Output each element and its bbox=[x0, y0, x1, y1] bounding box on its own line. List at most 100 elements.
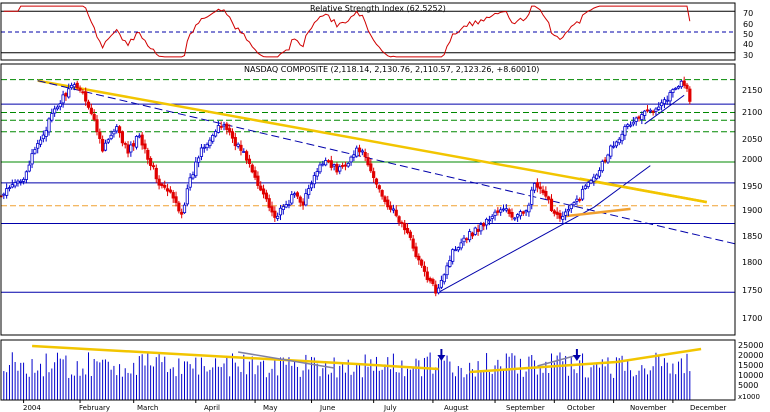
x-axis-label: October bbox=[567, 404, 595, 412]
x-axis-label: March bbox=[137, 404, 158, 412]
candle-body bbox=[597, 170, 602, 177]
candle-body bbox=[431, 279, 435, 284]
candle-body bbox=[47, 118, 51, 133]
candle-body bbox=[417, 255, 421, 261]
candle-body bbox=[428, 277, 432, 282]
x-axis-label: November bbox=[630, 404, 667, 412]
candle-body bbox=[473, 227, 477, 235]
candle-body bbox=[679, 80, 683, 88]
candle-body bbox=[228, 128, 232, 133]
candle-body bbox=[513, 217, 517, 220]
candle-body bbox=[538, 186, 542, 190]
candle-body bbox=[177, 202, 181, 212]
candle-body bbox=[98, 131, 102, 139]
candle-body bbox=[16, 180, 20, 184]
candle-body bbox=[86, 101, 91, 108]
candle-body bbox=[544, 191, 548, 197]
candle-body bbox=[569, 204, 573, 210]
candle-body bbox=[312, 175, 316, 185]
price-tick-label: 1850 bbox=[742, 232, 762, 241]
candle-body bbox=[10, 184, 14, 188]
candle-body bbox=[222, 124, 226, 127]
price-tick-label: 2100 bbox=[742, 108, 762, 117]
candle-body bbox=[143, 143, 147, 150]
candle-body bbox=[146, 149, 150, 160]
candle-body bbox=[445, 265, 449, 276]
candle-body bbox=[484, 218, 489, 226]
candle-body bbox=[456, 247, 460, 251]
candle-body bbox=[89, 107, 93, 114]
candle-body bbox=[422, 265, 427, 272]
candle-body bbox=[13, 182, 17, 187]
candle-body bbox=[631, 121, 635, 125]
candle-body bbox=[188, 177, 192, 188]
candle-body bbox=[617, 138, 621, 144]
rsi-title: Relative Strength Index (62.5252) bbox=[310, 4, 446, 13]
candle-body bbox=[589, 180, 593, 184]
candle-body bbox=[425, 271, 429, 280]
candle-body bbox=[434, 284, 438, 294]
candle-body bbox=[191, 174, 195, 179]
candle-body bbox=[233, 137, 237, 147]
candle-body bbox=[182, 204, 187, 214]
candle-body bbox=[132, 143, 136, 147]
candle-body bbox=[405, 228, 410, 234]
candle-body bbox=[245, 151, 249, 161]
candle-body bbox=[490, 215, 494, 219]
rsi-tick-label: 60 bbox=[743, 20, 753, 29]
candle-body bbox=[287, 204, 291, 206]
candle-body bbox=[69, 84, 74, 89]
candle-body bbox=[685, 84, 689, 89]
candle-body bbox=[541, 189, 545, 194]
candle-body bbox=[115, 126, 119, 132]
candle-body bbox=[259, 185, 263, 191]
candle-body bbox=[117, 126, 122, 134]
candle-body bbox=[301, 201, 305, 206]
candle-body bbox=[168, 189, 172, 193]
candle-body bbox=[67, 88, 71, 98]
candle-body bbox=[199, 147, 204, 157]
candle-body bbox=[197, 157, 201, 163]
candle-body bbox=[555, 211, 559, 215]
candle-body bbox=[465, 238, 469, 241]
x-axis-label: December bbox=[690, 404, 726, 412]
volume-trendline bbox=[237, 351, 335, 369]
candle-body bbox=[174, 196, 178, 203]
candle-body bbox=[349, 156, 353, 163]
candle-body bbox=[230, 131, 235, 139]
candle-body bbox=[366, 157, 370, 166]
x-axis-label: February bbox=[79, 404, 110, 412]
candle-body bbox=[369, 163, 373, 172]
rsi-panel: Relative Strength Index (62.5252) 70 60 … bbox=[0, 2, 753, 61]
candle-body bbox=[657, 106, 661, 110]
candle-body bbox=[578, 199, 582, 201]
candle-body bbox=[448, 260, 452, 267]
candle-body bbox=[202, 146, 206, 149]
candle-body bbox=[160, 183, 164, 187]
candle-body bbox=[292, 193, 297, 196]
volume-tick-label: 15000 bbox=[738, 361, 763, 370]
volume-tick-label: 25000 bbox=[738, 341, 763, 350]
candle-body bbox=[575, 198, 579, 202]
volume-tick-label: 5000 bbox=[738, 381, 758, 390]
candle-body bbox=[363, 151, 367, 158]
candle-body bbox=[676, 86, 681, 89]
candle-body bbox=[284, 204, 288, 208]
candle-body bbox=[654, 108, 658, 112]
candle-body bbox=[468, 231, 472, 241]
candle-body bbox=[614, 141, 619, 147]
price-trendline bbox=[565, 207, 631, 218]
candle-body bbox=[281, 206, 285, 210]
candle-body bbox=[626, 124, 630, 127]
price-tick-label: 2000 bbox=[742, 155, 762, 164]
candle-body bbox=[442, 274, 446, 283]
candle-body bbox=[583, 185, 587, 189]
candle-body bbox=[572, 202, 576, 206]
price-tick-label: 1700 bbox=[742, 314, 762, 323]
volume-arrows bbox=[437, 349, 581, 361]
volume-trendline bbox=[32, 344, 439, 371]
candle-body bbox=[408, 231, 412, 238]
candle-body bbox=[535, 182, 539, 188]
candle-body bbox=[665, 99, 669, 102]
candle-body bbox=[123, 142, 127, 145]
